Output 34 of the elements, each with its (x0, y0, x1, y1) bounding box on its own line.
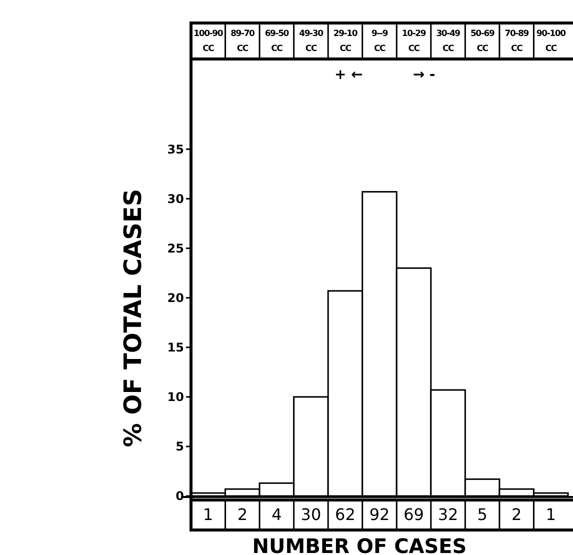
annotation: + ← (334, 67, 363, 83)
text: 69 (404, 505, 424, 524)
text: 32 (438, 505, 458, 524)
x-tick-label: 30-49 CC (436, 29, 461, 54)
y-tick-label: 15 (167, 340, 184, 355)
text: 1 (546, 505, 556, 524)
text: 2 (511, 505, 522, 524)
x-axis-title: NUMBER OF CASES (252, 534, 467, 555)
x-tick-label: 9--9 CC (371, 29, 388, 54)
text: 4 (272, 505, 282, 524)
x-tick-label: 50-69 CC (470, 29, 495, 54)
x-tick-label: 69-50 CC (264, 29, 290, 54)
annotation: → - (412, 67, 436, 83)
x-tick-label: 70-89 CC (504, 29, 530, 54)
text: 2 (237, 505, 248, 524)
y-tick-label: 0 (176, 489, 184, 504)
x-tick-label: 10-29 CC (402, 29, 426, 54)
text: 30 (300, 505, 322, 524)
x-tick-label: 29-10 CC (333, 29, 358, 54)
y-tick-label: 5 (176, 440, 184, 454)
x-tick-label: 49-30 CC (299, 29, 324, 54)
y-axis-title: % OF TOTAL CASES (119, 188, 147, 448)
y-tick-label: 25 (167, 241, 184, 256)
text: 5 (477, 505, 488, 524)
text: 62 (335, 505, 356, 524)
x-tick-label: 90-100 CC (536, 29, 566, 54)
text: 92 (369, 505, 390, 524)
y-tick-label: 20 (167, 291, 184, 306)
y-tick-label: 30 (167, 192, 184, 206)
x-tick-label: 89-70 CC (230, 29, 256, 54)
x-tick-label: 100-90 CC (194, 29, 224, 54)
y-tick-label: 35 (167, 142, 184, 156)
y-tick-label: 10 (167, 390, 184, 404)
text: 1 (203, 505, 214, 524)
